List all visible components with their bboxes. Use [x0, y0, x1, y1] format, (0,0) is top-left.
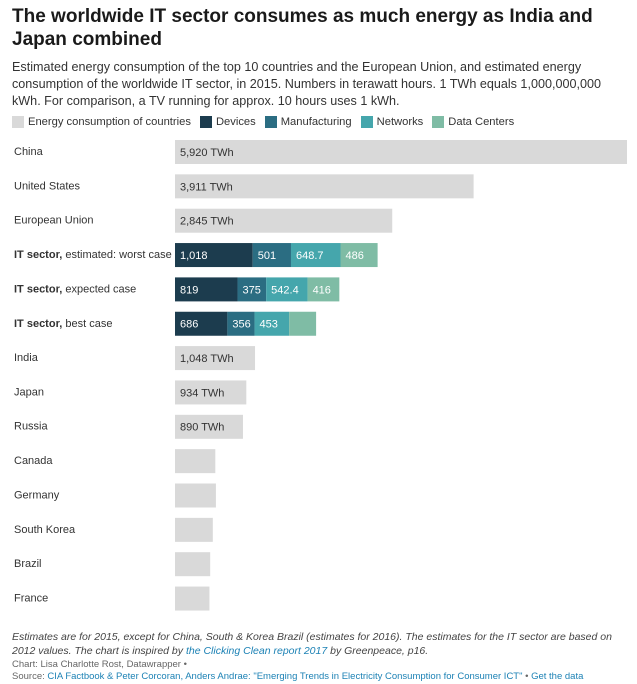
notes-text: by Greenpeace, p16. — [330, 645, 429, 657]
category-label: Japan — [14, 386, 44, 398]
bar-segment — [254, 311, 290, 336]
source-label: Source: — [12, 671, 45, 682]
value-label: 453 — [260, 319, 278, 331]
legend: Energy consumption of countries Devices Ma… — [12, 116, 514, 128]
bar-segment — [175, 174, 474, 199]
category-label: Germany — [14, 489, 60, 501]
bar-segment — [340, 243, 378, 268]
value-label: 486 — [346, 250, 364, 262]
legend-label: Data Centers — [448, 116, 515, 128]
category-label: Canada — [14, 455, 53, 467]
legend-item: Data Centers — [432, 116, 514, 128]
value-label: 819 — [180, 284, 198, 296]
value-label: 1,048 TWh — [180, 353, 234, 365]
legend-swatch — [360, 116, 373, 128]
notes: Estimates are for 2015, except for China… — [12, 630, 627, 658]
bar-segment — [175, 449, 216, 474]
bar-segment — [289, 311, 317, 336]
subtitle: Estimated energy consumption of the top … — [12, 60, 601, 108]
bar-segment — [175, 346, 256, 371]
value-label: 890 TWh — [180, 422, 224, 434]
bar-segment — [175, 243, 253, 268]
bar-segment — [175, 483, 216, 508]
legend-item: Devices — [199, 116, 256, 128]
category-label: IT sector, estimated: worst case — [14, 249, 172, 261]
bar-segment — [237, 277, 267, 302]
legend-swatch — [264, 116, 277, 128]
legend-label: Networks — [376, 116, 424, 128]
legend-label: Manufacturing — [280, 116, 352, 128]
bar-segment — [175, 586, 210, 611]
legend-label: Devices — [215, 116, 256, 128]
notes-text: Estimates are for 2015, except for China… — [12, 631, 612, 657]
legend-label: Energy consumption of countries — [28, 116, 191, 128]
value-label: 648.7 — [296, 250, 324, 262]
category-label: Russia — [14, 421, 49, 433]
notes-link[interactable]: the Clicking Clean report 2017 — [185, 645, 328, 657]
value-label: 5,920 TWh — [180, 147, 234, 159]
byline: Chart: Lisa Charlotte Rost, Datawrapper … — [12, 659, 187, 670]
value-label: 934 TWh — [180, 387, 224, 399]
value-label: 375 — [243, 284, 261, 296]
category-label: China — [14, 146, 44, 158]
bar-segment — [252, 243, 291, 268]
value-label: 686 — [180, 319, 198, 331]
value-label: 1,018 — [180, 250, 208, 262]
category-label: United States — [14, 180, 81, 192]
bar-segment — [307, 277, 340, 302]
value-label: 2,845 TWh — [180, 216, 234, 228]
bar-segment — [227, 311, 255, 336]
value-label: 542.4 — [271, 284, 299, 296]
bar-segment — [175, 277, 238, 302]
bar-segment — [175, 552, 211, 577]
bar-segment — [175, 414, 243, 439]
legend-swatch — [12, 116, 24, 128]
category-label: IT sector, expected case — [14, 283, 136, 295]
get-data-link[interactable]: Get the data — [531, 671, 584, 682]
bar-segment — [175, 517, 213, 542]
category-label: European Union — [14, 215, 94, 227]
category-label: France — [14, 592, 48, 604]
value-label: 501 — [258, 250, 276, 262]
category-label: IT sector, best case — [14, 318, 112, 330]
category-label: Brazil — [14, 558, 42, 570]
chart-title: The worldwide IT sector consumes as much… — [12, 6, 593, 50]
legend-item: Energy consumption of countries — [12, 116, 191, 128]
bar-segment — [175, 311, 228, 336]
value-label: 416 — [313, 284, 331, 296]
chart: China 5,920 TWh United States 3,911 TWh Euro… — [14, 140, 627, 611]
separator: • — [525, 671, 529, 682]
value-label: 3,911 TWh — [180, 181, 233, 193]
value-label: 356 — [232, 319, 250, 331]
source-line: Source: CIA Factbook & Peter Corcoran, A… — [12, 671, 583, 682]
category-label: India — [14, 352, 39, 364]
category-label: South Korea — [14, 524, 76, 536]
source-link[interactable]: CIA Factbook & Peter Corcoran, Anders An… — [47, 671, 523, 682]
bar-segment — [175, 208, 393, 233]
bar-segment — [175, 380, 247, 405]
legend-swatch — [432, 116, 445, 128]
legend-swatch — [199, 116, 212, 128]
legend-item: Networks — [360, 116, 424, 128]
bar-segment — [290, 243, 341, 268]
bar-segment — [266, 277, 308, 302]
legend-item: Manufacturing — [264, 116, 352, 128]
bar-segment — [175, 140, 627, 164]
